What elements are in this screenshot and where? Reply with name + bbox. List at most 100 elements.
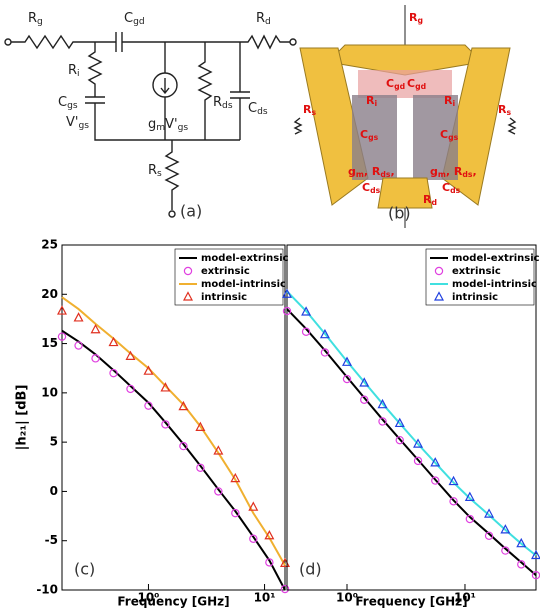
label-text: R [148,163,157,178]
label-text: , R [446,165,463,178]
component-label: gmV'gs [148,117,188,133]
panel-label: (b) [388,204,411,223]
x-axis-label: Frequency [GHz] [355,595,467,609]
label-subscript: gs [448,133,459,142]
label-text: C [440,128,448,141]
component-label: Rg [409,11,423,25]
label-subscript: ds [370,186,381,195]
label-subscript: gd [133,17,145,27]
legend-label: model-intrinsic [201,279,286,290]
label-text: g [348,165,356,178]
label-subscript: i [77,69,80,79]
panel-label: (c) [74,560,95,579]
label-text: V' [66,115,78,130]
label-subscript: d [431,198,437,207]
y-tick-label: 10 [41,385,58,399]
y-axis-label: |h₂₁| [dB] [15,385,30,451]
label-subscript: ds [257,107,268,117]
figure: RgCgdRdRiCgsV'gsgmV'gsRdsCdsRs(a)RgCgdCg… [0,0,540,609]
panel-label: (a) [180,202,202,221]
label-subscript: s [311,108,316,117]
component-label: V'gs [66,115,89,131]
label-subscript: gd [394,82,405,91]
y-tick-label: 0 [50,484,58,498]
legend-label: extrinsic [452,266,501,277]
label-text: C [386,77,394,90]
label-text: g [430,165,438,178]
label-text: , R [364,165,381,178]
label-text: g [148,117,156,132]
label-text: R [256,11,265,26]
component-label: Cgs [58,95,78,111]
label-subscript: d [265,17,271,27]
component-label: Rd [423,193,437,207]
y-tick-label: -5 [45,533,58,547]
component-label: Rd [256,11,271,27]
component-label: Rs [498,103,511,117]
component-label: Rs [148,163,162,179]
device-layout [295,5,515,228]
label-subscript: m [438,170,446,179]
capacitor [116,32,122,52]
terminal [5,39,11,45]
label-text: R [28,11,37,26]
y-tick-label: 5 [50,435,58,449]
component-label: Rds [213,95,233,111]
label-text: C [58,95,67,110]
label-subscript: i [452,99,455,108]
component-label: Ri [68,63,80,79]
label-subscript: s [506,108,511,117]
label-text: C [248,101,257,116]
label-subscript: m [356,170,364,179]
data-point [75,342,82,349]
data-point [75,313,83,321]
legend-label: model-extrinsic [201,253,289,264]
label-text: C [407,77,415,90]
data-point [92,355,99,362]
label-text: C [442,181,450,194]
label-subscript: gd [415,82,426,91]
y-tick-label: 20 [41,287,58,301]
y-tick-label: 15 [41,336,58,350]
label-text: C [124,11,133,26]
label-subscript: m [156,123,165,133]
label-subscript: ds [462,170,473,179]
label-text: C [362,181,370,194]
legend-label: model-extrinsic [452,253,540,264]
label-subscript: g [37,17,43,27]
label-text: V' [165,117,177,132]
component-label: Cds [248,101,268,117]
series-line [62,331,285,590]
arrow [161,78,169,93]
label-subscript: gs [67,101,78,111]
legend-label: extrinsic [201,266,250,277]
label-subscript: gs [178,123,189,133]
label-subscript: ds [380,170,391,179]
legend-label: intrinsic [201,292,247,303]
label-subscript: ds [450,186,461,195]
label-subscript: ds [222,101,233,111]
label-subscript: s [157,169,162,179]
wire [11,36,290,48]
label-text: , [390,165,394,178]
terminal [290,39,296,45]
x-axis-label: Frequency [GHz] [117,595,229,609]
label-text: C [360,128,368,141]
label-text: , [472,165,476,178]
terminal [169,211,175,217]
label-text: R [68,63,77,78]
label-subscript: gs [78,121,89,131]
legend-label: model-intrinsic [452,279,537,290]
label-subscript: gs [368,133,379,142]
legend-label: intrinsic [452,292,498,303]
label-subscript: g [417,16,423,25]
component-label: Cgd [124,11,145,27]
panel-label: (d) [299,560,322,579]
label-text: R [213,95,222,110]
x-tick-label: 10¹ [254,591,276,605]
component-label: Rg [28,11,43,27]
y-tick-label: -10 [36,583,58,597]
component-label: Cds [362,181,381,195]
y-tick-label: 25 [41,238,58,252]
label-subscript: i [374,99,377,108]
